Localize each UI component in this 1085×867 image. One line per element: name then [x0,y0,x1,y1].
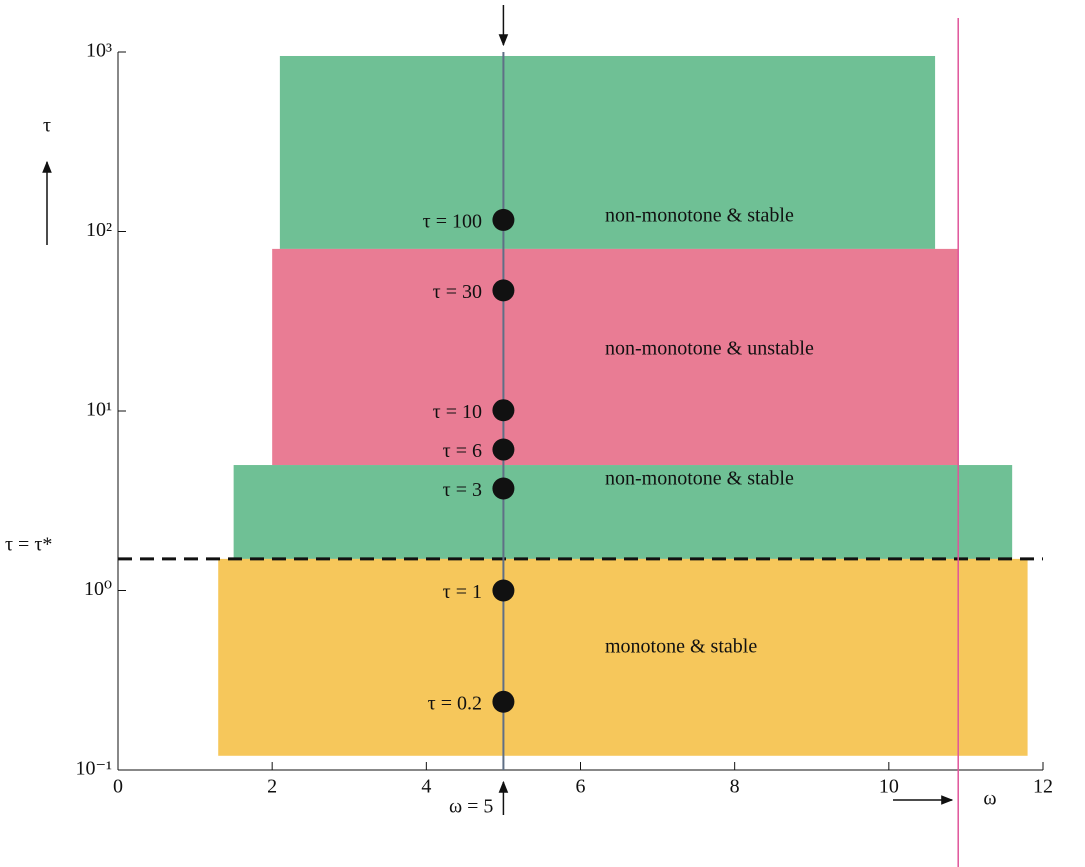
region [218,558,1028,756]
point [492,279,515,302]
region [279,55,936,249]
point-label: τ = 0.2 [428,692,482,714]
point [492,690,515,713]
x-tick-label: 12 [1033,776,1053,798]
region [233,465,1013,559]
x-tick-label: 10 [879,776,899,798]
y-axis-label: τ [43,115,51,137]
y-tick-label: 10⁰ [84,578,112,600]
region-label: non-monotone & unstable [605,338,814,360]
point [492,477,515,500]
point [492,399,515,422]
region-label: monotone & stable [605,636,757,658]
point-label: τ = 100 [423,211,482,233]
point [492,579,515,602]
marker-label: ω = 5 [449,796,493,818]
x-tick-label: 6 [576,776,586,798]
region-label: non-monotone & stable [605,468,794,490]
y-tick-label: 10² [86,219,112,241]
point-label: τ = 1 [443,581,482,603]
x-tick-label: 8 [730,776,740,798]
x-tick-label: 4 [421,776,431,798]
point-label: τ = 10 [433,401,482,423]
point [492,208,515,231]
x-axis-label: ω [983,788,996,810]
point-label: τ = 6 [443,440,482,462]
y-tick-label: 10¹ [86,399,112,421]
region [272,248,959,466]
x-tick-label: 2 [267,776,277,798]
region-label: non-monotone & stable [605,205,794,227]
threshold-label: τ = τ* [5,533,52,555]
x-tick-label: 0 [113,776,123,798]
point-label: τ = 30 [433,281,482,303]
point-label: τ = 3 [443,479,482,501]
y-tick-label: 10⁻¹ [75,758,112,780]
point [492,438,515,461]
y-tick-label: 10³ [86,40,112,62]
